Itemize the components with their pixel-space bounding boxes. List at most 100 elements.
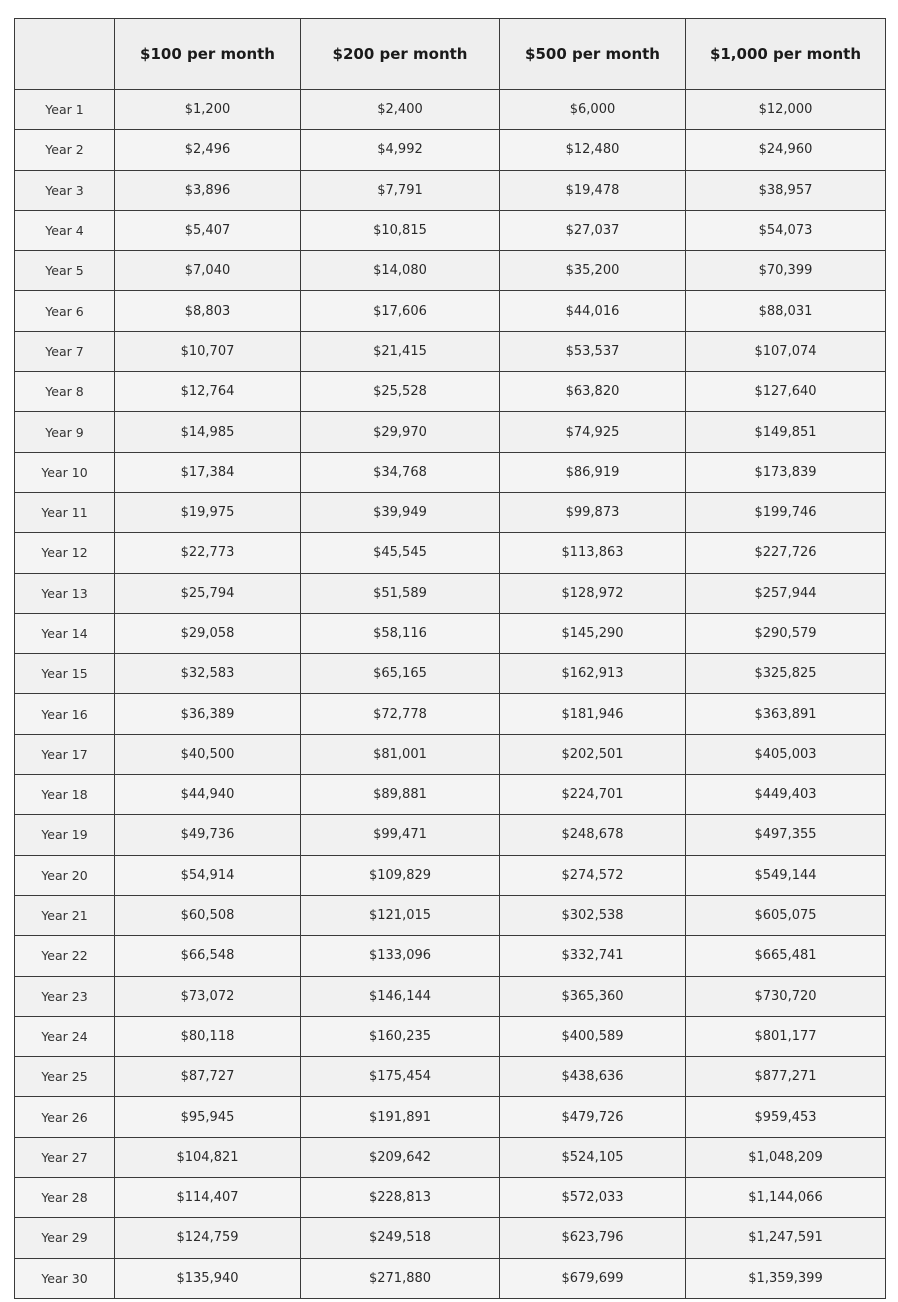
value-500-cell: $248,678 — [499, 814, 686, 856]
value-100-cell: $54,914 — [114, 854, 301, 896]
year-cell: Year 3 — [14, 169, 115, 211]
year-cell: Year 7 — [14, 330, 115, 373]
value-500-cell: $19,478 — [499, 169, 686, 211]
year-cell: Year 22 — [14, 935, 115, 977]
value-500-cell: $679,699 — [499, 1257, 686, 1299]
year-cell: Year 9 — [14, 411, 115, 453]
table-row: Year 30 $135,940 $271,880 $679,699 $1,359,39… — [14, 1257, 886, 1299]
value-100-cell: $49,736 — [114, 814, 301, 856]
table-row: Year 18 $44,940 $89,881 $224,701 $449,403 — [14, 774, 886, 816]
table-row: Year 23 $73,072 $146,144 $365,360 $730,720 — [14, 975, 886, 1017]
header-cell-200-per-month: $200 per month — [300, 18, 500, 90]
value-200-cell: $175,454 — [300, 1056, 500, 1098]
value-200-cell: $191,891 — [300, 1096, 500, 1138]
value-200-cell: $51,589 — [300, 572, 500, 614]
value-500-cell: $63,820 — [499, 371, 686, 413]
year-cell: Year 6 — [14, 290, 115, 332]
value-500-cell: $365,360 — [499, 975, 686, 1017]
table-row: Year 10 $17,384 $34,768 $86,919 $173,839 — [14, 451, 886, 493]
value-500-cell: $572,033 — [499, 1177, 686, 1219]
value-100-cell: $60,508 — [114, 894, 301, 937]
year-cell: Year 2 — [14, 129, 115, 171]
value-1000-cell: $199,746 — [685, 491, 886, 534]
value-100-cell: $7,040 — [114, 250, 301, 292]
year-cell: Year 12 — [14, 532, 115, 574]
value-200-cell: $72,778 — [300, 693, 500, 735]
value-1000-cell: $665,481 — [685, 935, 886, 977]
value-100-cell: $44,940 — [114, 774, 301, 816]
value-200-cell: $2,400 — [300, 88, 500, 131]
year-cell: Year 4 — [14, 209, 115, 252]
value-500-cell: $181,946 — [499, 693, 686, 735]
value-1000-cell: $605,075 — [685, 894, 886, 937]
value-200-cell: $29,970 — [300, 411, 500, 453]
value-100-cell: $29,058 — [114, 612, 301, 655]
value-200-cell: $25,528 — [300, 371, 500, 413]
value-100-cell: $114,407 — [114, 1177, 301, 1219]
value-100-cell: $73,072 — [114, 975, 301, 1017]
table-row: Year 12 $22,773 $45,545 $113,863 $227,726 — [14, 532, 886, 574]
value-500-cell: $53,537 — [499, 330, 686, 373]
value-500-cell: $6,000 — [499, 88, 686, 131]
value-100-cell: $124,759 — [114, 1217, 301, 1259]
value-100-cell: $3,896 — [114, 169, 301, 211]
header-cell-500-per-month: $500 per month — [499, 18, 686, 90]
value-200-cell: $17,606 — [300, 290, 500, 332]
savings-table-container: $100 per month $200 per month $500 per m… — [14, 18, 886, 1299]
value-200-cell: $34,768 — [300, 451, 500, 493]
value-200-cell: $58,116 — [300, 612, 500, 655]
header-cell-100-per-month: $100 per month — [114, 18, 301, 90]
value-200-cell: $160,235 — [300, 1015, 500, 1058]
table-row: Year 16 $36,389 $72,778 $181,946 $363,891 — [14, 693, 886, 735]
value-1000-cell: $325,825 — [685, 653, 886, 695]
value-200-cell: $21,415 — [300, 330, 500, 373]
value-200-cell: $271,880 — [300, 1257, 500, 1299]
value-500-cell: $27,037 — [499, 209, 686, 252]
table-row: Year 8 $12,764 $25,528 $63,820 $127,640 — [14, 371, 886, 413]
value-100-cell: $25,794 — [114, 572, 301, 614]
table-row: Year 13 $25,794 $51,589 $128,972 $257,944 — [14, 572, 886, 614]
year-cell: Year 13 — [14, 572, 115, 614]
value-100-cell: $32,583 — [114, 653, 301, 695]
value-1000-cell: $449,403 — [685, 774, 886, 816]
value-500-cell: $44,016 — [499, 290, 686, 332]
value-100-cell: $12,764 — [114, 371, 301, 413]
value-1000-cell: $88,031 — [685, 290, 886, 332]
value-100-cell: $95,945 — [114, 1096, 301, 1138]
value-500-cell: $35,200 — [499, 250, 686, 292]
year-cell: Year 23 — [14, 975, 115, 1017]
value-1000-cell: $363,891 — [685, 693, 886, 735]
value-100-cell: $17,384 — [114, 451, 301, 493]
table-row: Year 11 $19,975 $39,949 $99,873 $199,746 — [14, 491, 886, 534]
table-row: Year 9 $14,985 $29,970 $74,925 $149,851 — [14, 411, 886, 453]
value-500-cell: $202,501 — [499, 733, 686, 776]
value-200-cell: $7,791 — [300, 169, 500, 211]
value-1000-cell: $730,720 — [685, 975, 886, 1017]
value-500-cell: $332,741 — [499, 935, 686, 977]
year-cell: Year 30 — [14, 1257, 115, 1299]
header-row: $100 per month $200 per month $500 per m… — [14, 18, 886, 90]
value-1000-cell: $405,003 — [685, 733, 886, 776]
table-header: $100 per month $200 per month $500 per m… — [14, 18, 886, 90]
table-row: Year 2 $2,496 $4,992 $12,480 $24,960 — [14, 129, 886, 171]
value-500-cell: $479,726 — [499, 1096, 686, 1138]
value-100-cell: $1,200 — [114, 88, 301, 131]
value-500-cell: $12,480 — [499, 129, 686, 171]
value-1000-cell: $1,048,209 — [685, 1136, 886, 1179]
value-1000-cell: $227,726 — [685, 532, 886, 574]
value-200-cell: $65,165 — [300, 653, 500, 695]
year-cell: Year 17 — [14, 733, 115, 776]
value-1000-cell: $801,177 — [685, 1015, 886, 1058]
year-cell: Year 15 — [14, 653, 115, 695]
value-500-cell: $438,636 — [499, 1056, 686, 1098]
table-row: Year 22 $66,548 $133,096 $332,741 $665,481 — [14, 935, 886, 977]
value-100-cell: $22,773 — [114, 532, 301, 574]
table-body: Year 1 $1,200 $2,400 $6,000 $12,000 Year 2 $2,… — [14, 88, 886, 1299]
value-100-cell: $80,118 — [114, 1015, 301, 1058]
header-cell-1000-per-month: $1,000 per month — [685, 18, 886, 90]
value-100-cell: $66,548 — [114, 935, 301, 977]
value-200-cell: $14,080 — [300, 250, 500, 292]
value-100-cell: $19,975 — [114, 491, 301, 534]
value-200-cell: $109,829 — [300, 854, 500, 896]
value-500-cell: $302,538 — [499, 894, 686, 937]
